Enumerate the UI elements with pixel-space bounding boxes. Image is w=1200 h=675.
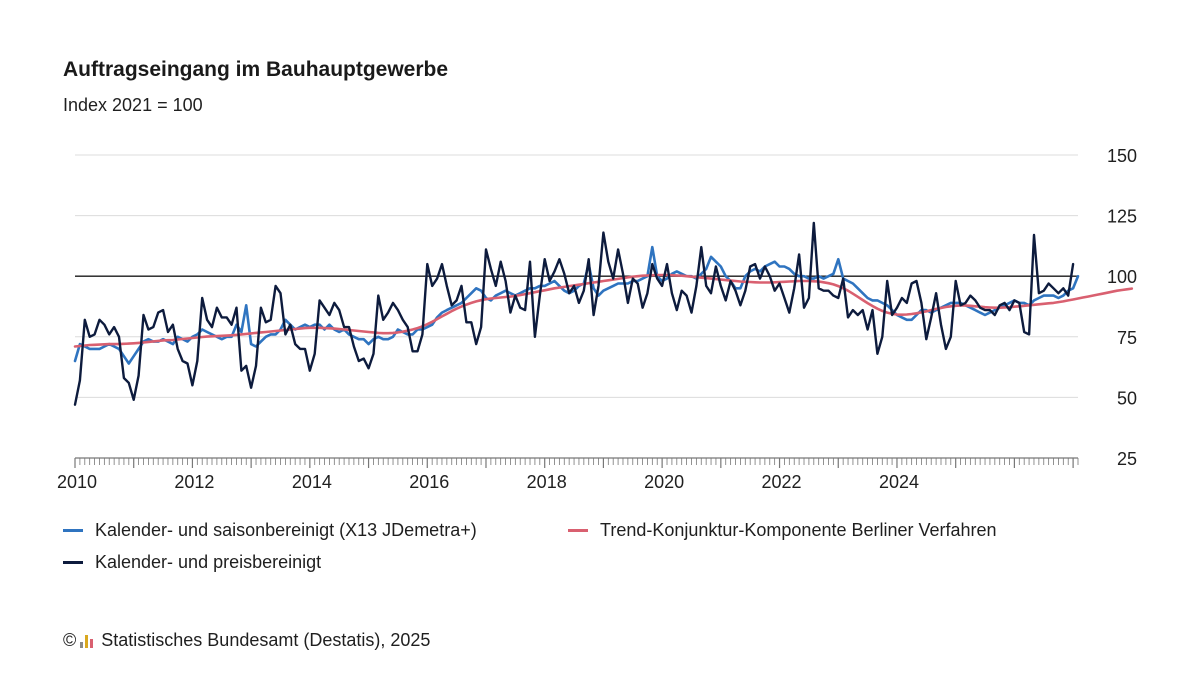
legend-label-trend: Trend-Konjunktur-Komponente Berliner Ver… (600, 520, 997, 540)
footer: © Statistisches Bundesamt (Destatis), 20… (63, 630, 430, 651)
source-text: Statistisches Bundesamt (Destatis), 2025 (101, 630, 431, 650)
series-line-price-adjusted (73, 221, 1075, 406)
legend-item-price: Kalender- und preisbereinigt (63, 552, 321, 573)
y-tick-label: 25 (1117, 449, 1137, 469)
x-tick-label: 2012 (174, 472, 214, 492)
y-tick-label: 75 (1117, 328, 1137, 348)
y-tick-label: 125 (1107, 207, 1137, 227)
legend-item-seasonal: Kalender- und saisonbereinigt (X13 JDeme… (63, 520, 477, 541)
legend-label-price: Kalender- und preisbereinigt (95, 552, 322, 572)
copyright-symbol: © (63, 630, 77, 650)
legend-swatch-navy (63, 561, 83, 564)
x-tick-label: 2014 (292, 472, 332, 492)
chart-subtitle: Index 2021 = 100 (63, 95, 203, 115)
x-tick-label: 2018 (527, 472, 567, 492)
x-tick-label: 2016 (409, 472, 449, 492)
x-tick-label: 2010 (57, 472, 97, 492)
legend-label-seasonal: Kalender- und saisonbereinigt (X13 JDeme… (95, 520, 477, 540)
y-tick-label: 100 (1107, 267, 1137, 287)
x-tick-label: 2024 (879, 472, 919, 492)
y-tick-label: 50 (1117, 388, 1137, 408)
x-tick-label: 2022 (762, 472, 802, 492)
legend-item-trend: Trend-Konjunktur-Komponente Berliner Ver… (568, 520, 997, 541)
legend-swatch-red (568, 529, 588, 532)
y-axis: 25 50 75 100 125 150 (1107, 146, 1137, 469)
grid-lines (75, 154, 1078, 398)
series-line-trend (73, 273, 1134, 348)
series-line-seasonal-adjusted (73, 245, 1080, 365)
series-lines (73, 221, 1134, 406)
chart-title: Auftragseingang im Bauhauptgewerbe (63, 58, 449, 81)
x-tick-label: 2020 (644, 472, 684, 492)
destatis-logo-icon (80, 634, 95, 648)
x-axis: 2010 2012 2014 2016 2018 2020 2022 2024 (57, 457, 1079, 492)
y-tick-label: 150 (1107, 146, 1137, 166)
legend-swatch-blue (63, 529, 83, 532)
